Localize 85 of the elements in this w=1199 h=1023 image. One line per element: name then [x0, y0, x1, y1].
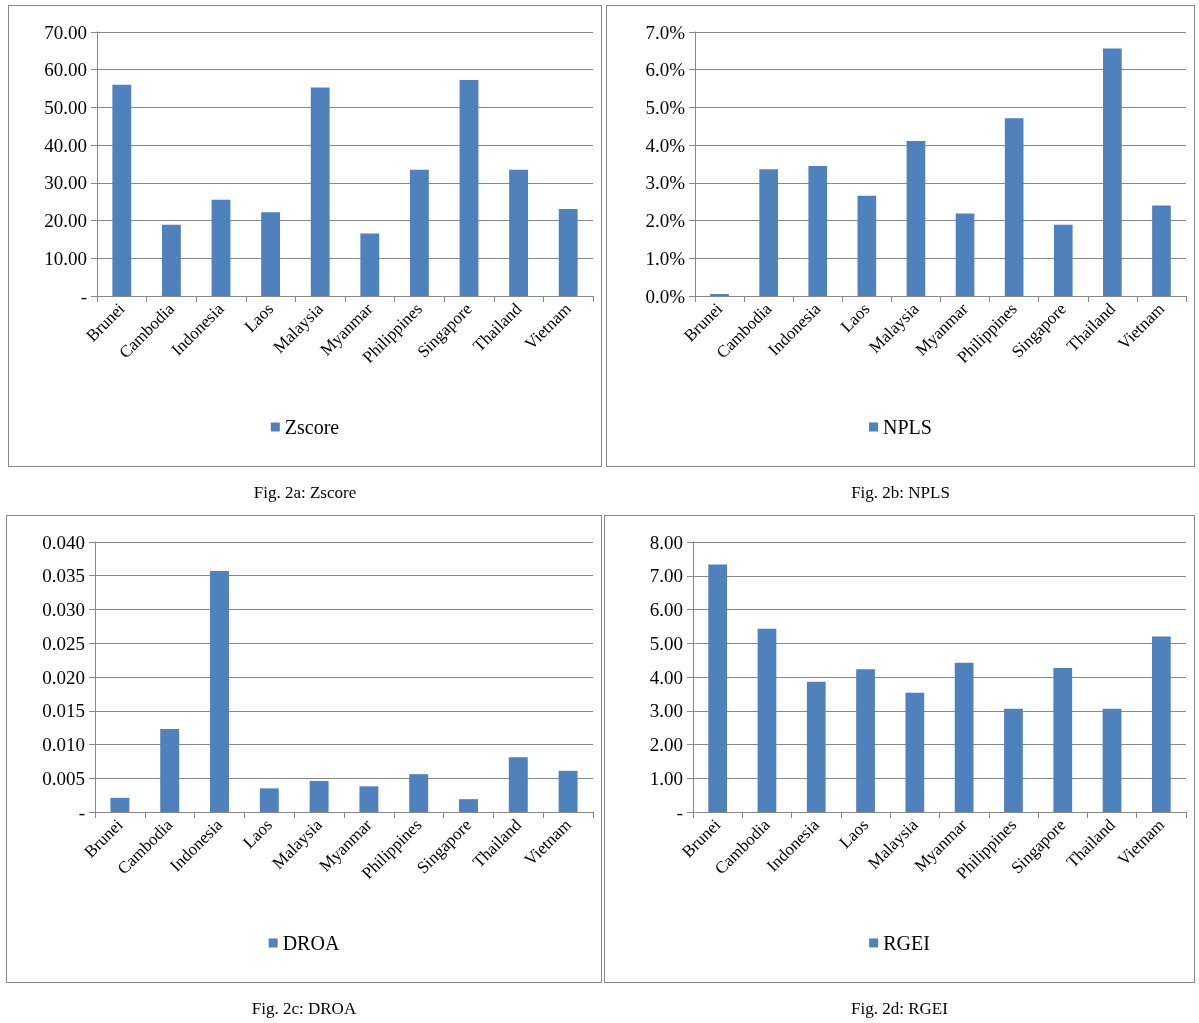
bar	[259, 788, 279, 812]
y-tick-label: 0.040	[42, 531, 85, 553]
bar	[359, 786, 379, 812]
bar	[1152, 205, 1171, 296]
y-tick-label: 0.015	[42, 700, 85, 722]
bar	[161, 224, 181, 296]
bar	[508, 757, 528, 812]
y-tick-label: 4.00	[649, 666, 683, 688]
y-tick-label: 5.0%	[645, 96, 686, 118]
bar	[110, 797, 130, 812]
legend-label: NPLS	[883, 416, 932, 438]
bar	[309, 780, 329, 812]
y-tick-label: 3.00	[649, 700, 683, 722]
y-tick-label: 1.00	[649, 767, 683, 789]
y-tick-label: 7.0%	[645, 21, 686, 43]
y-tick-label: 10.00	[44, 247, 87, 269]
caption: Fig. 2d: RGEI	[850, 999, 949, 1019]
legend-label: DROA	[282, 932, 340, 954]
y-tick-label: 0.035	[42, 565, 85, 587]
bar	[459, 79, 479, 296]
bar	[856, 669, 875, 812]
y-tick-label: -	[78, 801, 85, 823]
bar	[955, 213, 975, 296]
y-tick-label: 7.00	[649, 565, 683, 587]
bar	[210, 571, 229, 812]
bar	[509, 169, 529, 296]
y-tick-label: 0.020	[42, 666, 85, 688]
bar	[1053, 667, 1073, 812]
bar	[906, 140, 926, 296]
bar	[708, 564, 728, 812]
x-tick-label: Laos	[836, 299, 874, 337]
caption: Fig. 2b: NPLS	[850, 483, 951, 503]
bar	[409, 169, 429, 296]
y-tick-label: 50.00	[44, 96, 87, 118]
y-tick-label: 60.00	[44, 59, 87, 81]
bar	[857, 195, 877, 296]
y-tick-label: 20.00	[44, 210, 87, 232]
y-tick-label: 3.0%	[645, 172, 686, 194]
y-tick-label: 40.00	[44, 134, 87, 156]
y-tick-label: -	[80, 285, 87, 307]
bar	[757, 628, 777, 812]
y-tick-label: 6.0%	[645, 59, 686, 81]
caption: Fig. 2a: Zscore	[252, 483, 358, 503]
bar	[1103, 48, 1122, 296]
bar	[211, 199, 231, 296]
x-tick-label: Laos	[239, 815, 277, 853]
y-tick-label: 0.030	[42, 599, 85, 620]
x-tick-label: Laos	[240, 299, 278, 337]
x-tick-label: Laos	[835, 815, 873, 853]
bar	[806, 681, 826, 812]
y-tick-label: 8.00	[649, 531, 683, 553]
y-tick-label: 4.0%	[645, 134, 686, 156]
bar	[808, 165, 828, 296]
y-tick-label: 30.00	[44, 172, 87, 194]
y-tick-label: 70.00	[44, 21, 87, 43]
y-tick-label: 5.00	[649, 632, 683, 654]
bar	[1102, 708, 1122, 812]
bar	[759, 169, 778, 296]
bar	[409, 774, 429, 812]
y-tick-label: 0.025	[42, 632, 85, 654]
bar	[558, 208, 578, 296]
bar	[1004, 118, 1024, 296]
bar	[954, 662, 974, 812]
caption: Fig. 2c: DROA	[250, 999, 358, 1019]
bar	[112, 84, 132, 296]
bar	[160, 728, 180, 812]
y-tick-label: 2.0%	[645, 210, 686, 232]
y-tick-label: 0.010	[42, 734, 85, 755]
bar	[558, 770, 578, 812]
y-tick-label: 1.0%	[645, 247, 686, 269]
legend-label: RGEI	[883, 932, 930, 954]
y-tick-label: 0.005	[42, 767, 85, 789]
bar	[1053, 224, 1073, 296]
bar	[261, 212, 281, 296]
bar	[905, 692, 925, 812]
y-tick-label: 6.00	[649, 599, 683, 620]
bar	[1151, 636, 1171, 812]
legend-label: Zscore	[284, 416, 340, 438]
bar	[360, 233, 380, 296]
bar	[459, 799, 478, 812]
bar	[310, 87, 330, 296]
y-tick-label: 0.0%	[645, 285, 686, 307]
y-tick-label: 2.00	[649, 734, 683, 755]
y-tick-label: -	[676, 801, 683, 823]
bar	[1004, 708, 1023, 812]
